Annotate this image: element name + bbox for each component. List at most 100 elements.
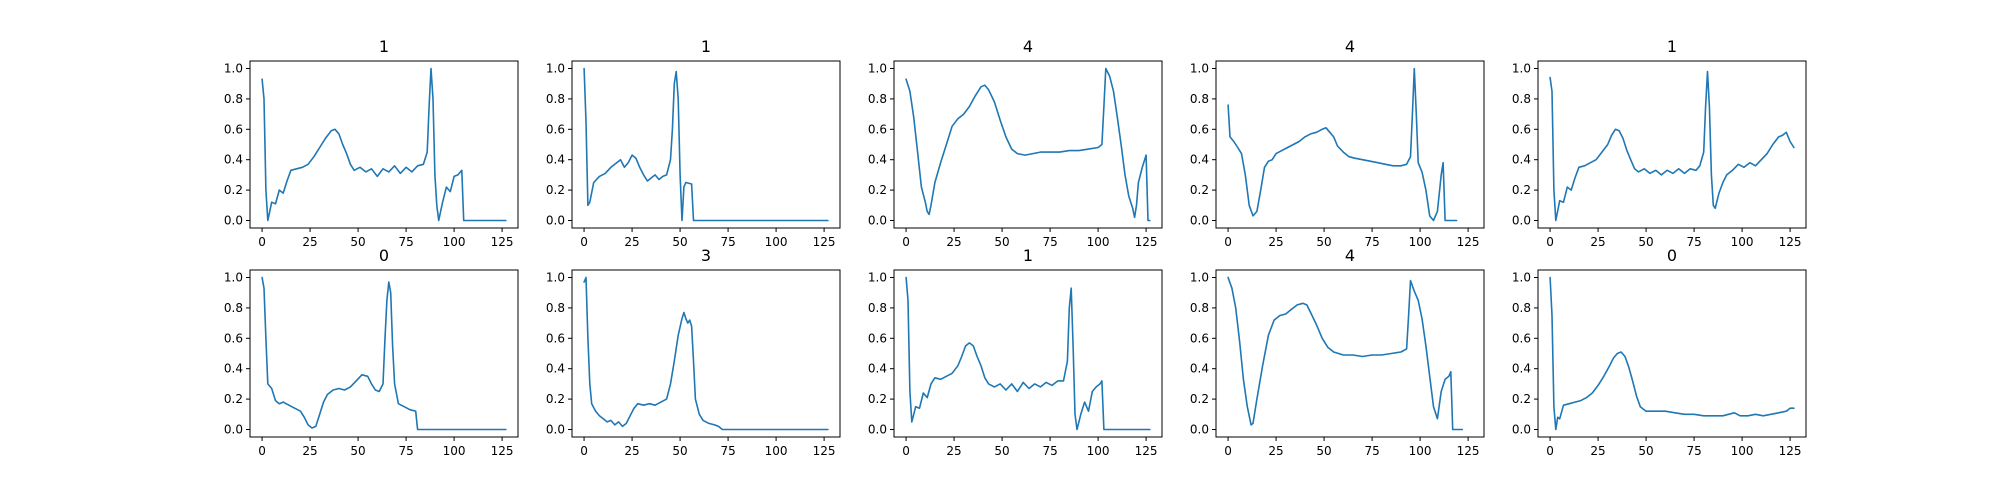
subplot-2: 1 0 25 50 75 100 125 0.0 0.2 0.4 0.6 0.8 1.0 <box>546 37 841 249</box>
subplot-7: 3 0 25 50 75 100 125 0.0 0.2 0.4 0.6 0.8 1.0 <box>546 246 841 458</box>
y-tick-label: 1.0 <box>868 62 887 76</box>
y-tick-label: 0.2 <box>1190 183 1209 197</box>
axes-frame <box>893 269 1163 438</box>
y-tick-label: 0.4 <box>546 153 565 167</box>
x-tick-label: 0 <box>902 235 910 249</box>
x-tick-label: 75 <box>1364 235 1379 249</box>
subplot-title: 1 <box>379 37 389 56</box>
y-tick-label: 0.8 <box>224 301 243 315</box>
y-tick-label: 0.8 <box>1190 301 1209 315</box>
x-tick-label: 75 <box>1686 444 1701 458</box>
x-tick-label: 25 <box>1590 444 1605 458</box>
axes-frame <box>1537 60 1807 229</box>
y-tick-label: 0.4 <box>546 362 565 376</box>
y-tick-label: 0.2 <box>546 392 565 406</box>
subplot-title: 1 <box>1667 37 1677 56</box>
x-tick-label: 100 <box>1409 444 1432 458</box>
axes-frame <box>571 60 841 229</box>
subplot-1: 1 0 25 50 75 100 125 0.0 0.2 0.4 0.6 0.8 1.0 <box>224 37 519 249</box>
subplot-title: 4 <box>1345 246 1355 265</box>
y-tick-label: 1.0 <box>1190 62 1209 76</box>
subplot-title: 0 <box>1667 246 1677 265</box>
x-tick-label: 125 <box>1135 235 1158 249</box>
x-tick-label: 25 <box>946 444 961 458</box>
x-tick-label: 100 <box>1731 235 1754 249</box>
x-tick-label: 75 <box>1686 235 1701 249</box>
y-tick-label: 1.0 <box>546 62 565 76</box>
y-tick-label: 0.0 <box>546 213 565 227</box>
x-tick-label: 100 <box>1731 444 1754 458</box>
x-tick-label: 25 <box>624 235 639 249</box>
y-tick-label: 0.2 <box>868 392 887 406</box>
y-tick-label: 0.8 <box>868 92 887 106</box>
x-tick-label: 75 <box>720 444 735 458</box>
subplot-8: 1 0 25 50 75 100 125 0.0 0.2 0.4 0.6 0.8 1.0 <box>868 246 1163 458</box>
y-tick-label: 0.0 <box>1190 422 1209 436</box>
x-tick-label: 0 <box>258 235 266 249</box>
y-tick-label: 0.6 <box>1512 122 1531 136</box>
series-line <box>261 67 507 222</box>
x-tick-label: 100 <box>1087 235 1110 249</box>
y-tick-label: 1.0 <box>224 271 243 285</box>
y-tick-label: 0.8 <box>1512 92 1531 106</box>
y-tick-label: 0.6 <box>546 122 565 136</box>
y-tick-label: 0.4 <box>868 362 887 376</box>
x-tick-label: 0 <box>580 444 588 458</box>
x-tick-label: 25 <box>624 444 639 458</box>
y-tick-label: 0.2 <box>1190 392 1209 406</box>
y-tick-label: 0.8 <box>1190 92 1209 106</box>
y-tick-label: 1.0 <box>868 271 887 285</box>
y-tick-label: 0.2 <box>868 183 887 197</box>
x-tick-label: 50 <box>1638 235 1653 249</box>
x-tick-label: 0 <box>1546 444 1554 458</box>
x-tick-label: 75 <box>398 444 413 458</box>
subplot-5: 1 0 25 50 75 100 125 0.0 0.2 0.4 0.6 0.8 1.0 <box>1512 37 1807 249</box>
y-tick-label: 0.6 <box>1512 331 1531 345</box>
x-tick-label: 125 <box>491 235 514 249</box>
y-tick-label: 0.8 <box>224 92 243 106</box>
y-tick-label: 0.2 <box>224 183 243 197</box>
subplot-title: 4 <box>1345 37 1355 56</box>
y-tick-label: 0.6 <box>868 122 887 136</box>
x-tick-label: 25 <box>1268 235 1283 249</box>
x-tick-label: 25 <box>946 235 961 249</box>
x-tick-label: 0 <box>1224 444 1232 458</box>
y-tick-label: 0.6 <box>1190 331 1209 345</box>
y-tick-label: 1.0 <box>1512 271 1531 285</box>
x-tick-label: 25 <box>302 444 317 458</box>
x-tick-label: 100 <box>1409 235 1432 249</box>
x-tick-label: 0 <box>1546 235 1554 249</box>
x-tick-label: 75 <box>1042 444 1057 458</box>
series-line <box>905 67 1151 222</box>
y-tick-label: 0.8 <box>868 301 887 315</box>
x-tick-label: 50 <box>994 235 1009 249</box>
x-tick-label: 0 <box>580 235 588 249</box>
y-tick-label: 0.4 <box>224 362 243 376</box>
y-tick-label: 0.4 <box>1512 362 1531 376</box>
axes-frame <box>1215 269 1485 438</box>
axes-frame <box>249 60 519 229</box>
subplot-9: 4 0 25 50 75 100 125 0.0 0.2 0.4 0.6 0.8 1.0 <box>1190 246 1485 458</box>
y-tick-label: 0.8 <box>546 92 565 106</box>
subplot-title: 0 <box>379 246 389 265</box>
y-tick-label: 0.4 <box>1190 362 1209 376</box>
series-line <box>261 276 507 431</box>
x-tick-label: 50 <box>350 444 365 458</box>
x-tick-label: 50 <box>672 235 687 249</box>
x-tick-label: 75 <box>398 235 413 249</box>
subplot-10: 0 0 25 50 75 100 125 0.0 0.2 0.4 0.6 0.8 1.0 <box>1512 246 1807 458</box>
y-tick-label: 0.8 <box>1512 301 1531 315</box>
series-line <box>1549 276 1795 431</box>
x-tick-label: 50 <box>1316 235 1331 249</box>
x-tick-label: 0 <box>902 444 910 458</box>
x-tick-label: 100 <box>765 235 788 249</box>
y-tick-label: 0.4 <box>1190 153 1209 167</box>
x-tick-label: 50 <box>994 444 1009 458</box>
x-tick-label: 50 <box>1316 444 1331 458</box>
x-tick-label: 50 <box>350 235 365 249</box>
x-tick-label: 0 <box>258 444 266 458</box>
y-tick-label: 0.0 <box>868 213 887 227</box>
x-tick-label: 100 <box>765 444 788 458</box>
subplot-title: 4 <box>1023 37 1033 56</box>
series-line <box>1227 276 1464 431</box>
